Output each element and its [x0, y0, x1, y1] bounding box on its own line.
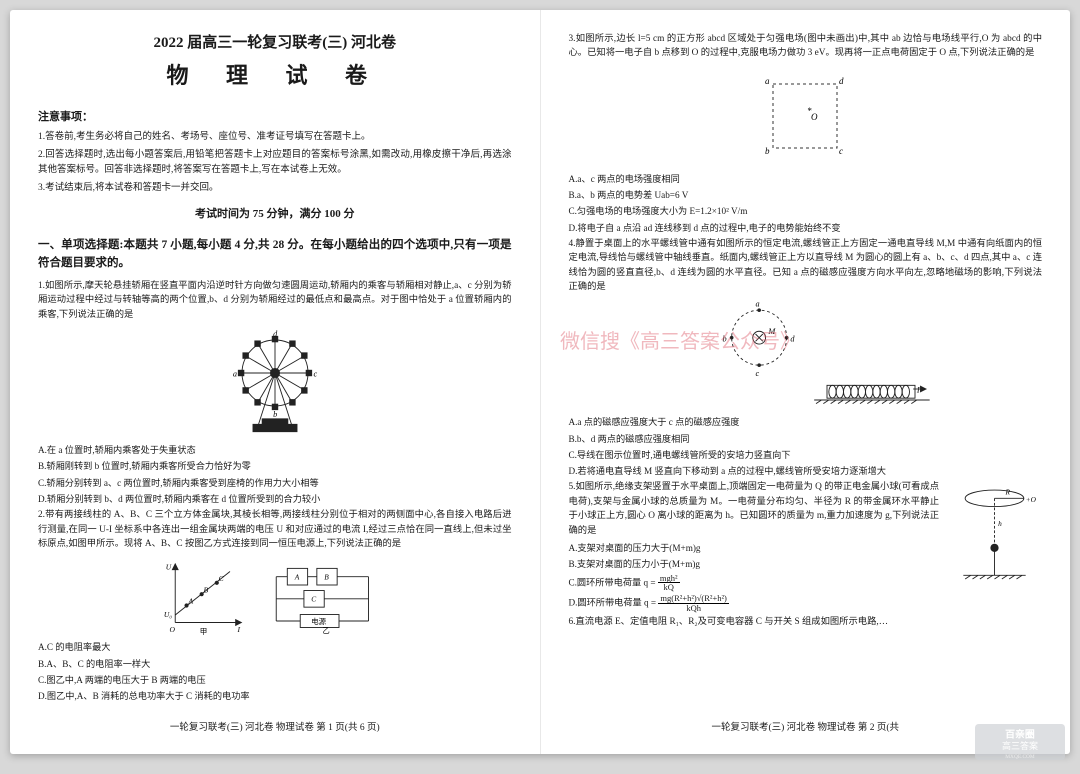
- ring-r: R: [1005, 488, 1011, 497]
- sq-o-label: O: [811, 112, 818, 122]
- logo-bottom: 高三答案: [1002, 740, 1038, 751]
- q3-opt-c: C.匀强电场的电场强度大小为 E=1.2×10² V/m: [569, 204, 1043, 218]
- ring-o: +O: [1026, 495, 1037, 504]
- q2-opt-b: B.A、B、C 的电阻率一样大: [38, 657, 512, 671]
- q4-opt-b: B.b、d 两点的磁感应强度相同: [569, 432, 1043, 446]
- q1-figure-row: a b c d: [38, 329, 512, 439]
- page-right: 3.如图所示,边长 l=5 cm 的正方形 abcd 区域处于匀强电场(图中未画…: [541, 10, 1071, 754]
- q5c-den: kQ: [658, 583, 680, 592]
- q5-opt-d: D.圆环所带电荷量 q = mg(R²+h²)√(R²+h²)kQh: [569, 594, 940, 613]
- graph-point-c: C: [219, 574, 225, 583]
- q1-opt-b: B.轿厢刚转到 b 位置时,轿厢内乘客所受合力恰好为零: [38, 459, 512, 473]
- q1-opt-c: C.轿厢分别转到 a、c 两位置时,轿厢内乘客受到座椅的作用力大小相等: [38, 476, 512, 490]
- q1-opt-a: A.在 a 位置时,轿厢内乘客处于失重状态: [38, 443, 512, 457]
- q3-opt-d: D.将电子自 a 点沿 ad 连线移到 d 点的过程中,电子的电势能始终不变: [569, 221, 1043, 235]
- coil-d: d: [791, 335, 796, 344]
- page-left: 2022 届高三一轮复习联考(三) 河北卷 物 理 试 卷 注意事项： 1.答卷…: [10, 10, 541, 754]
- q5-opt-a: A.支架对桌面的压力大于(M+m)g: [569, 541, 940, 555]
- ferris-wheel-figure: a b c d: [215, 329, 335, 439]
- q6-stem: 6.直流电源 E、定值电阻 R₁、R₂及可变电容器 C 与开关 S 组成如图所示…: [569, 615, 1043, 629]
- ferris-label-a: a: [233, 370, 237, 379]
- q5-opt-b: B.支架对桌面的压力小于(M+m)g: [569, 557, 940, 571]
- logo-url: MXQE.COM: [1005, 754, 1035, 760]
- graph-origin: O: [170, 625, 176, 634]
- section-1-heading: 一、单项选择题:本题共 7 小题,每小题 4 分,共 28 分。在每小题给出的四…: [38, 237, 512, 273]
- ring-h: h: [998, 519, 1002, 528]
- q4-figure-row: a b c d M I: [569, 301, 1043, 411]
- footer-right: 一轮复习联考(三) 河北卷 物理试卷 第 2 页(共: [569, 715, 1043, 736]
- notice-line-3: 3.考试结束后,将本试卷和答题卡一并交回。: [38, 181, 512, 196]
- q5-stem: 5.如图所示,绝缘支架竖置于水平桌面上,顶端固定一电荷量为 Q 的带正电金属小球…: [569, 480, 940, 538]
- q3-figure-row: a b c d * O: [569, 68, 1043, 168]
- coil-b: b: [723, 335, 727, 344]
- notice-line-2: 2.回答选择题时,选出每小题答案后,用铅笔把答题卡上对应题目的答案标号涂黑,如需…: [38, 148, 512, 177]
- block-b: B: [324, 573, 329, 582]
- circuit-blocks-figure: A B C 电源 乙: [267, 558, 387, 636]
- footer-left: 一轮复习联考(三) 河北卷 物理试卷 第 1 页(共 6 页): [38, 715, 512, 736]
- graph-ylabel: U: [166, 563, 172, 572]
- ferris-label-b: b: [273, 410, 277, 419]
- q4-opt-c: C.导线在图示位置时,通电螺线管所受的安培力竖直向下: [569, 448, 1043, 462]
- coil-m: M: [768, 327, 777, 336]
- q1-opt-d: D.轿厢分别转到 b、d 两位置时,轿厢内乘客在 d 位置所受到的合力较小: [38, 492, 512, 506]
- sq-d: d: [839, 76, 844, 86]
- coil-c: c: [756, 370, 760, 379]
- q4-stem: 4.静置于桌面上的水平螺线管中通有如图所示的恒定电流,螺线管正上方固定一通电直导…: [569, 237, 1043, 295]
- exam-title-sub: 物 理 试 卷: [38, 59, 512, 93]
- graph-caption: 甲: [200, 627, 208, 636]
- q2-opt-d: D.图乙中,A、B 消耗的总电功率大于 C 消耗的电功率: [38, 689, 512, 703]
- exam-timing: 考试时间为 75 分钟，满分 100 分: [38, 206, 512, 223]
- ring-charge-figure: R +O h: [947, 480, 1042, 590]
- block-caption: 乙: [323, 626, 330, 635]
- sq-c: c: [839, 146, 843, 156]
- q5d-den: kQh: [658, 604, 728, 613]
- block-c: C: [312, 595, 317, 604]
- q3-stem: 3.如图所示,边长 l=5 cm 的正方形 abcd 区域处于匀强电场(图中未画…: [569, 32, 1043, 61]
- ui-graph-figure: A B C U U₀ I O 甲: [162, 558, 247, 636]
- sq-a: a: [765, 76, 770, 86]
- graph-point-a: A: [188, 597, 194, 606]
- notice-line-1: 1.答卷前,考生务必将自己的姓名、考场号、座位号、准考证号填写在答题卡上。: [38, 130, 512, 145]
- sq-b: b: [765, 146, 770, 156]
- coil-figure: a b c d M I: [675, 301, 935, 411]
- graph-xlabel: I: [237, 625, 241, 634]
- q5-opt-c: C.圆环所带电荷量 q = mgh²kQ: [569, 574, 940, 593]
- graph-u0: U₀: [164, 610, 172, 619]
- q2-stem: 2.带有两接线柱的 A、B、C 三个立方体金属块,其棱长相等,两接线柱分别位于相…: [38, 508, 512, 551]
- q5-opt-d-pre: D.圆环所带电荷量 q =: [569, 598, 659, 608]
- q3-opt-b: B.a、b 两点的电势差 Uab=6 V: [569, 188, 1043, 202]
- q2-figure-row: A B C U U₀ I O 甲: [38, 558, 512, 636]
- notice-heading: 注意事项：: [38, 109, 512, 126]
- q5-opt-c-pre: C.圆环所带电荷量 q =: [569, 577, 658, 587]
- ferris-label-c: c: [313, 370, 317, 379]
- logo-top: 百亲圈: [1005, 728, 1035, 741]
- graph-point-b: B: [204, 586, 209, 595]
- corner-logo: 百亲圈 高三答案 MXQE.COM: [974, 724, 1066, 760]
- block-a: A: [294, 573, 300, 582]
- q2-opt-a: A.C 的电阻率最大: [38, 640, 512, 654]
- coil-a: a: [756, 301, 760, 309]
- q2-opt-c: C.图乙中,A 两端的电压大于 B 两端的电压: [38, 673, 512, 687]
- q1-stem: 1.如图所示,摩天轮悬挂轿厢在竖直平面内沿逆时针方向做匀速圆周运动,轿厢内的乘客…: [38, 279, 512, 322]
- exam-title-main: 2022 届高三一轮复习联考(三) 河北卷: [38, 32, 512, 55]
- q4-opt-a: A.a 点的磁感应强度大于 c 点的磁感应强度: [569, 415, 1043, 429]
- square-field-figure: a b c d * O: [745, 68, 865, 168]
- block-src: 电源: [312, 617, 327, 626]
- q3-opt-a: A.a、c 两点的电场强度相同: [569, 172, 1043, 186]
- q4-opt-d: D.若将通电直导线 M 竖直向下移动到 a 点的过程中,螺线管所受安培力逐渐增大: [569, 464, 1043, 478]
